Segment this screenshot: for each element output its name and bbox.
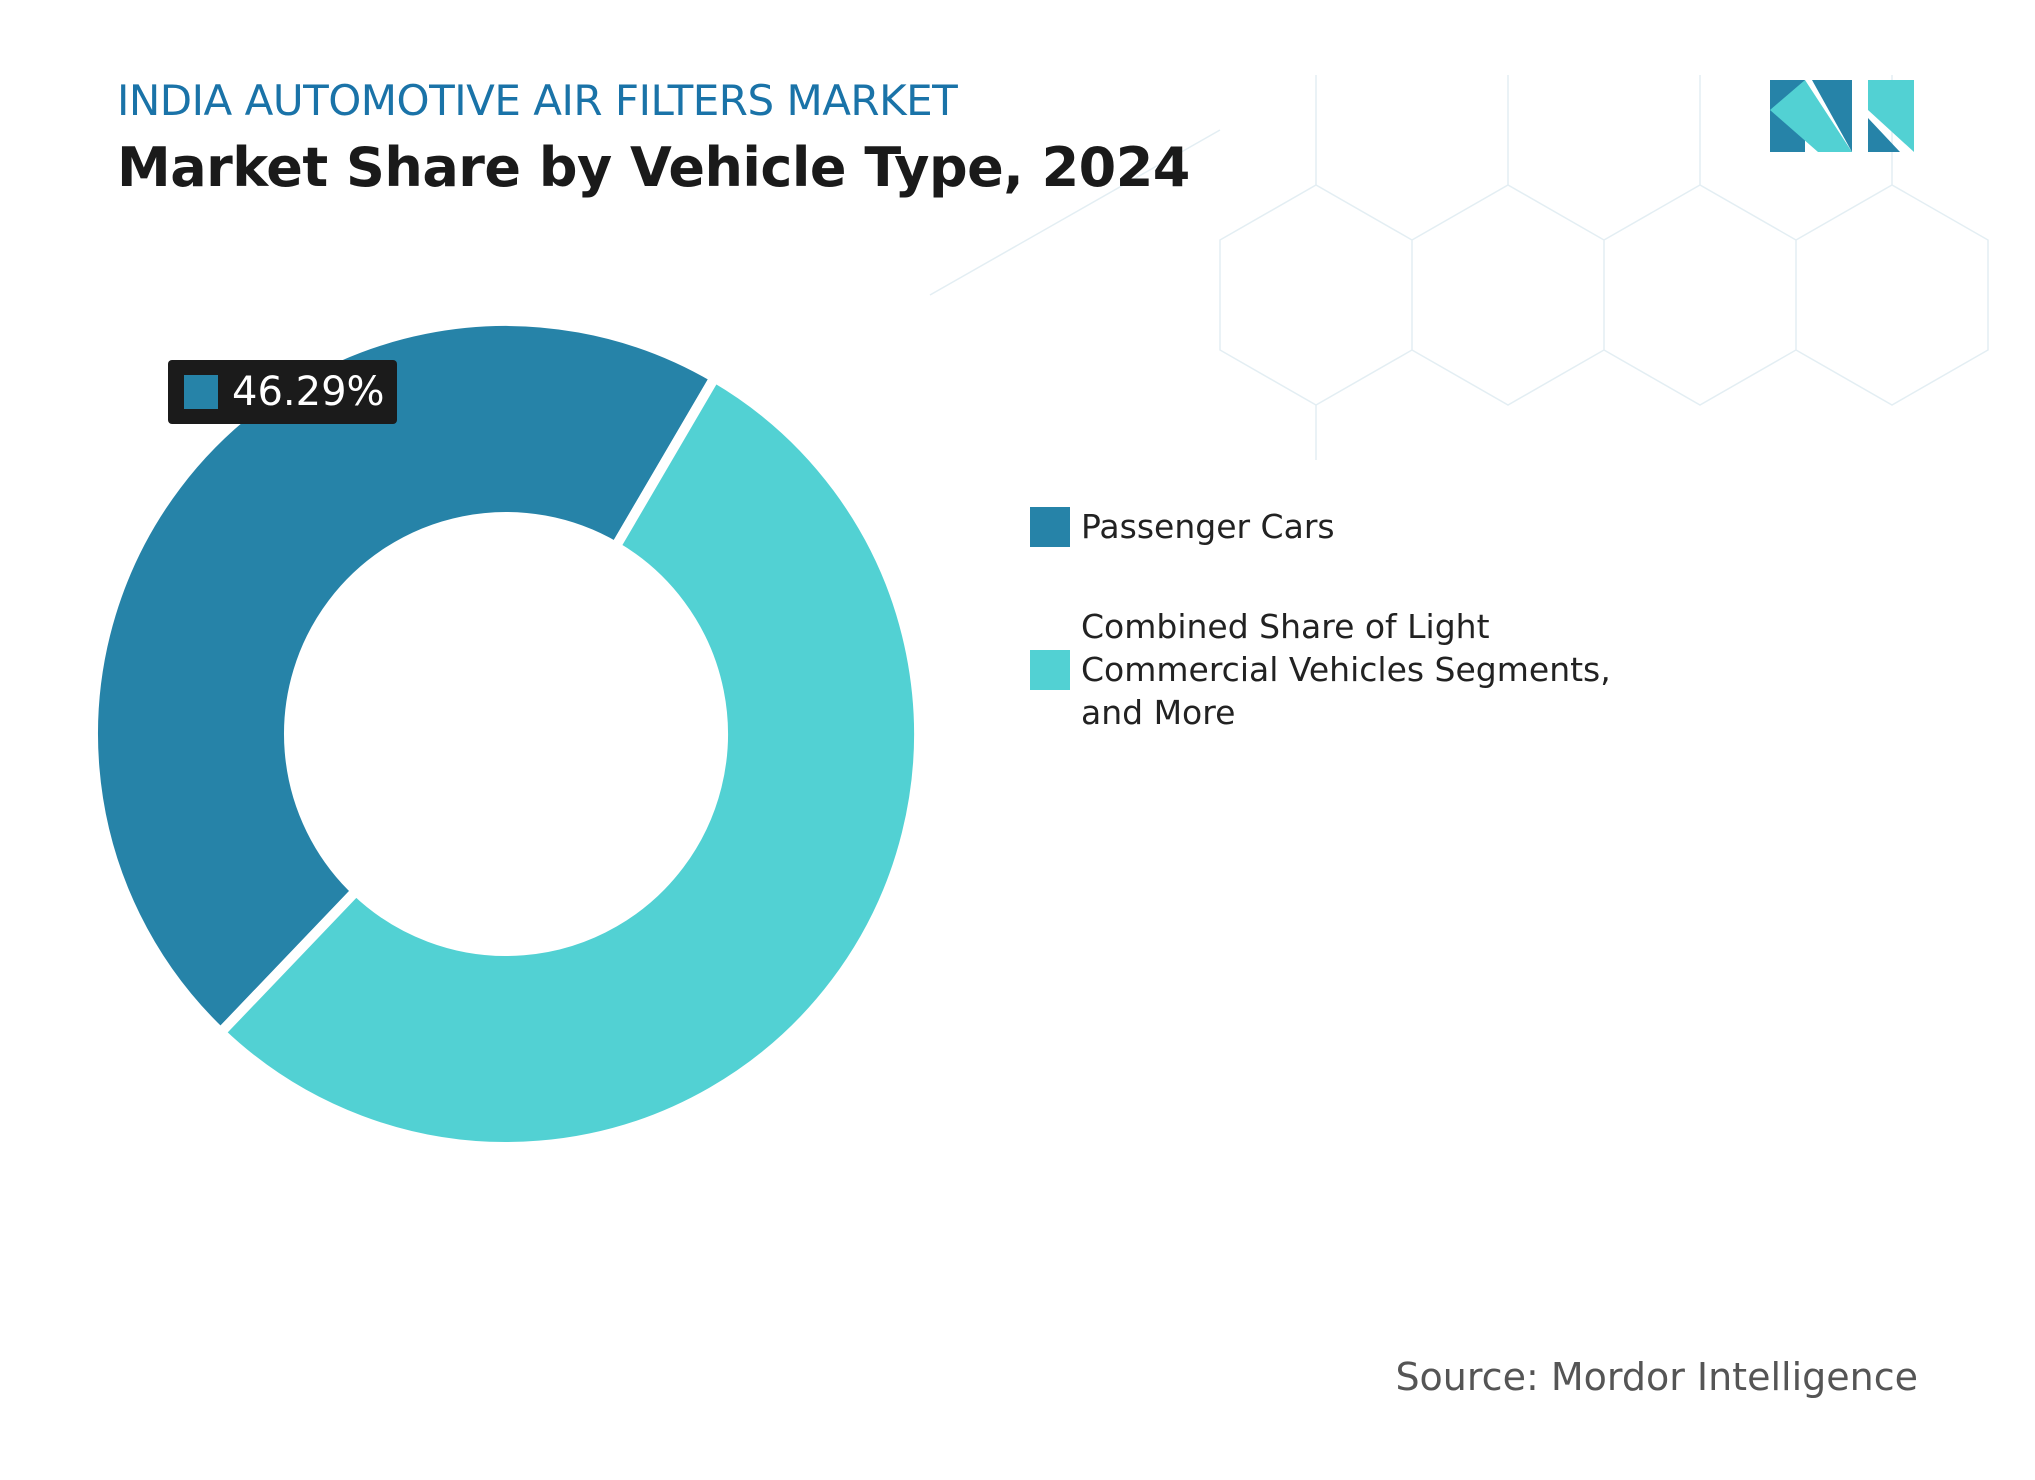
legend-label: Passenger Cars: [1081, 507, 1335, 546]
logo: [1770, 80, 1914, 152]
legend-item: Passenger Cars: [1030, 505, 1721, 548]
source: Source: Mordor Intelligence: [1395, 1355, 1918, 1399]
data-label-box: 46.29%: [168, 360, 397, 424]
donut-segment: [88, 315, 722, 1040]
data-label: 46.29%: [232, 369, 385, 415]
subtitle: INDIA AUTOMOTIVE AIR FILTERS MARKET: [117, 76, 958, 125]
legend-swatch: [1030, 649, 1070, 690]
chart-title: Market Share by Vehicle Type, 2024: [117, 136, 1190, 199]
label-swatch: [184, 375, 218, 409]
legend-label: Combined Share of Light Commercial Vehic…: [1081, 607, 1611, 732]
legend-item: Combined Share of Light Commercial Vehic…: [1030, 605, 1676, 734]
donut-segment: [213, 370, 924, 1152]
legend-swatch: [1030, 506, 1070, 547]
